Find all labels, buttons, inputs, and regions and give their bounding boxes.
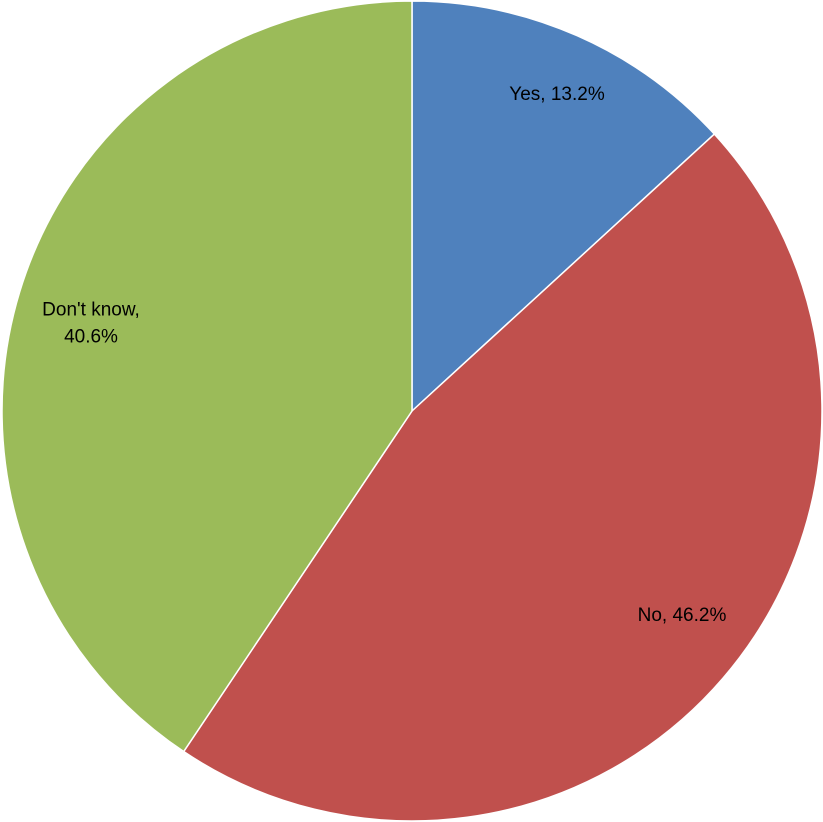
- slice-label-line: Don't know,: [42, 300, 140, 321]
- slice-label-line: No, 46.2%: [638, 605, 727, 626]
- slice-label-line: 40.6%: [64, 327, 118, 348]
- slice-label-yes: Yes, 13.2%: [509, 84, 605, 105]
- slice-label-no: No, 46.2%: [638, 605, 727, 626]
- pie-slice-don-t-know: [1, 0, 413, 753]
- pie-slice-yes: [411, 0, 716, 413]
- slice-label-don-t-know: Don't know, 40.6%: [42, 300, 140, 348]
- slice-label-line: Yes, 13.2%: [509, 84, 605, 105]
- pie-slice-no: [182, 133, 823, 822]
- pie-labels: Yes, 13.2% No, 46.2% Don't know, 40.6%: [42, 84, 726, 626]
